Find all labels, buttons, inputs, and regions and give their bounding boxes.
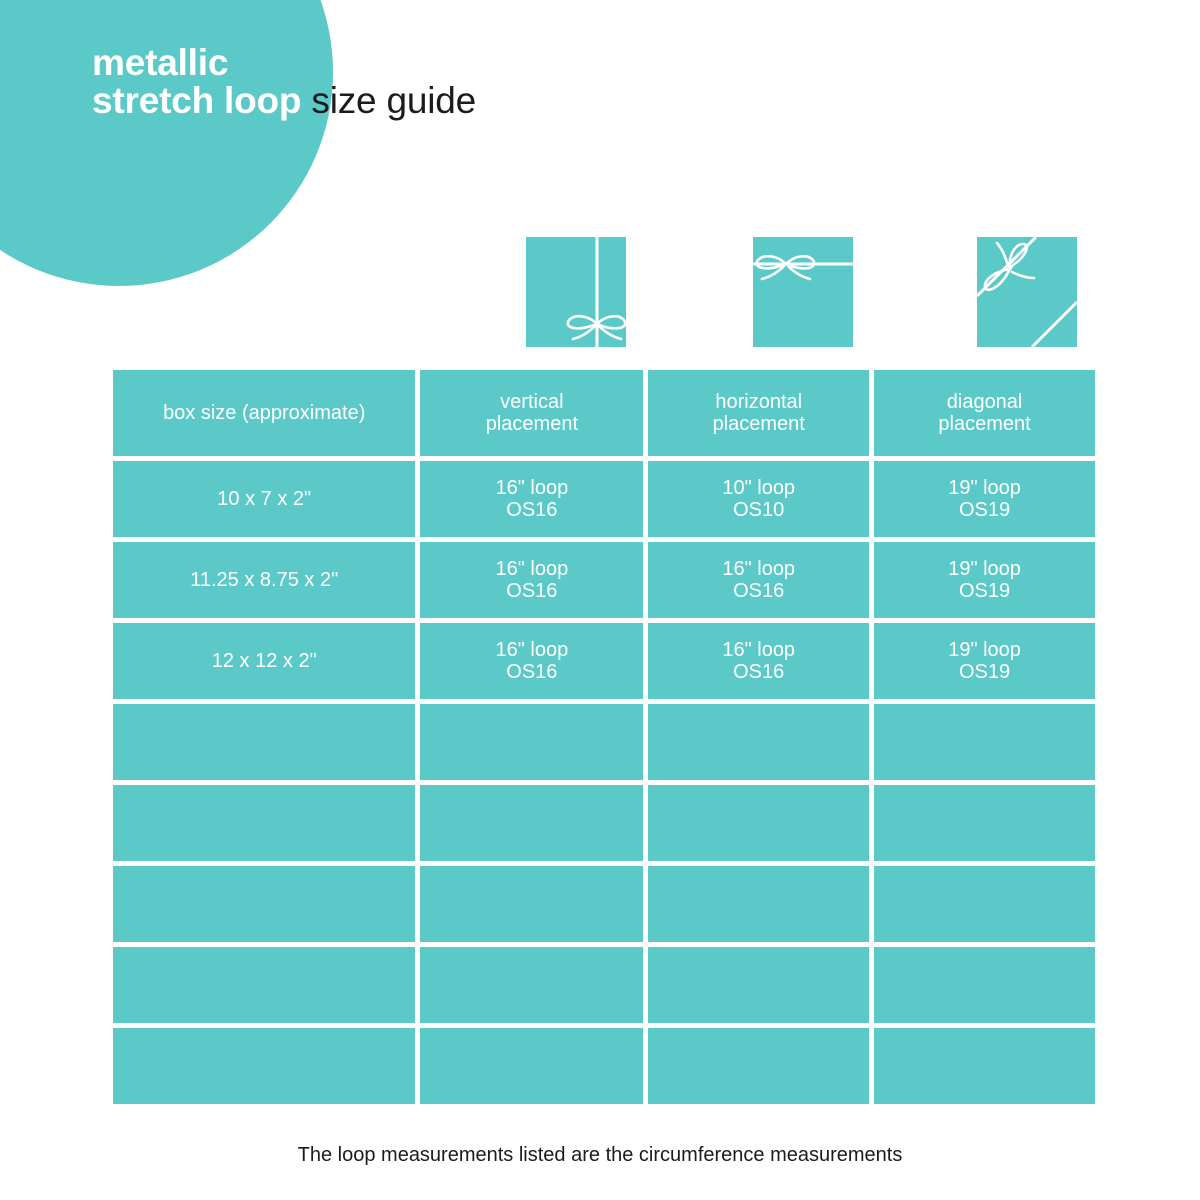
- table-row: 12 x 12 x 2" 16" loop OS16 16" loop OS16…: [113, 623, 1095, 699]
- header-cell-diagonal-line-2: placement: [938, 413, 1031, 435]
- cell-diagonal-loop: 19" loop: [948, 638, 1021, 661]
- cell-box-size: 11.25 x 8.75 x 2": [113, 542, 416, 618]
- box-diagonal-ribbon-icon: [975, 235, 1079, 349]
- cell-vertical-code: OS16: [506, 499, 558, 521]
- cell-diagonal-empty: [874, 785, 1095, 861]
- cell-box-size-value: 11.25 x 8.75 x 2": [190, 568, 339, 591]
- box-icon-row: [113, 234, 1095, 352]
- cell-vertical-empty: [420, 947, 644, 1023]
- cell-box-size: 10 x 7 x 2": [113, 461, 416, 537]
- cell-diagonal-code: OS19: [958, 661, 1011, 683]
- cell-diagonal-loop: 19" loop: [948, 476, 1021, 499]
- cell-horizontal-code: OS10: [733, 499, 785, 521]
- cell-diagonal-code: OS19: [958, 580, 1011, 602]
- cell-vertical-empty: [420, 1028, 644, 1104]
- cell-box-size-empty: [113, 785, 416, 861]
- cell-diagonal: 19" loop OS19: [874, 461, 1095, 537]
- cell-horizontal-empty: [648, 704, 870, 780]
- cell-diagonal: 19" loop OS19: [874, 542, 1095, 618]
- cell-horizontal: 16" loop OS16: [648, 623, 870, 699]
- table-row: 10 x 7 x 2" 16" loop OS16 10" loop OS10 …: [113, 461, 1095, 537]
- cell-diagonal-code: OS19: [958, 499, 1011, 521]
- cell-horizontal-empty: [648, 785, 870, 861]
- box-horizontal-ribbon-icon: [753, 237, 853, 347]
- cell-diagonal-empty: [874, 704, 1095, 780]
- page-title: metallic stretch loop size guide: [92, 44, 992, 121]
- header-cell-diagonal-line-1: diagonal: [946, 390, 1023, 413]
- cell-box-size-empty: [113, 947, 416, 1023]
- cell-vertical: 16" loop OS16: [420, 461, 644, 537]
- cell-horizontal-empty: [648, 1028, 870, 1104]
- footer-note: The loop measurements listed are the cir…: [297, 1144, 903, 1166]
- box-horizontal-ribbon-slot: [650, 234, 956, 352]
- cell-diagonal-loop: 19" loop: [948, 557, 1021, 580]
- cell-vertical-empty: [420, 866, 644, 942]
- cell-box-size-empty: [113, 1028, 416, 1104]
- header-cell-horizontal-line-1: horizontal: [715, 390, 803, 413]
- cell-box-size-empty: [113, 866, 416, 942]
- size-guide-table: box size (approximate) vertical placemen…: [113, 370, 1095, 1109]
- header-cell-horizontal: horizontal placement: [648, 370, 870, 456]
- box-vertical-ribbon-slot: [423, 234, 729, 352]
- page-title-light: size guide: [301, 79, 477, 121]
- box-diagonal-ribbon-slot: [874, 234, 1180, 352]
- cell-diagonal-empty: [874, 1028, 1095, 1104]
- header-cell-vertical-line-1: vertical: [500, 390, 564, 413]
- cell-diagonal-empty: [874, 866, 1095, 942]
- cell-vertical-code: OS16: [506, 580, 558, 602]
- header-cell-horizontal-line-2: placement: [712, 413, 805, 435]
- header-cell-box-size-label: box size (approximate): [163, 401, 366, 424]
- page-title-line-2: stretch loop size guide: [92, 79, 992, 121]
- cell-vertical-loop: 16" loop: [495, 476, 569, 499]
- table-row-empty: [113, 704, 1095, 780]
- cell-box-size-value: 10 x 7 x 2": [217, 487, 312, 510]
- cell-horizontal-code: OS16: [733, 661, 785, 683]
- table-row-empty: [113, 785, 1095, 861]
- cell-vertical: 16" loop OS16: [420, 623, 644, 699]
- cell-vertical-empty: [420, 704, 644, 780]
- cell-horizontal-loop: 16" loop: [722, 557, 796, 580]
- header-cell-diagonal: diagonal placement: [874, 370, 1095, 456]
- cell-horizontal-loop: 10" loop: [722, 476, 796, 499]
- cell-horizontal-loop: 16" loop: [722, 638, 796, 661]
- table-row-empty: [113, 947, 1095, 1023]
- table-row: 11.25 x 8.75 x 2" 16" loop OS16 16" loop…: [113, 542, 1095, 618]
- cell-horizontal-code: OS16: [733, 580, 785, 602]
- header-cell-vertical-line-2: placement: [485, 413, 578, 435]
- cell-diagonal: 19" loop OS19: [874, 623, 1095, 699]
- cell-horizontal: 10" loop OS10: [648, 461, 870, 537]
- header-cell-box-size: box size (approximate): [113, 370, 416, 456]
- cell-diagonal-empty: [874, 947, 1095, 1023]
- cell-vertical-loop: 16" loop: [495, 557, 569, 580]
- cell-vertical-empty: [420, 785, 644, 861]
- box-vertical-ribbon-icon: [526, 237, 627, 347]
- cell-box-size: 12 x 12 x 2": [113, 623, 416, 699]
- header-cell-vertical: vertical placement: [420, 370, 644, 456]
- table-header-row: box size (approximate) vertical placemen…: [113, 370, 1095, 456]
- table-row-empty: [113, 866, 1095, 942]
- cell-vertical-code: OS16: [506, 661, 558, 683]
- cell-horizontal-empty: [648, 866, 870, 942]
- page-title-strong: stretch loop: [92, 79, 302, 121]
- cell-horizontal: 16" loop OS16: [648, 542, 870, 618]
- cell-box-size-value: 12 x 12 x 2": [211, 649, 317, 672]
- cell-box-size-empty: [113, 704, 416, 780]
- page-title-line-1: metallic: [92, 42, 229, 83]
- cell-horizontal-empty: [648, 947, 870, 1023]
- cell-vertical: 16" loop OS16: [420, 542, 644, 618]
- table-row-empty: [113, 1028, 1095, 1104]
- cell-vertical-loop: 16" loop: [495, 638, 569, 661]
